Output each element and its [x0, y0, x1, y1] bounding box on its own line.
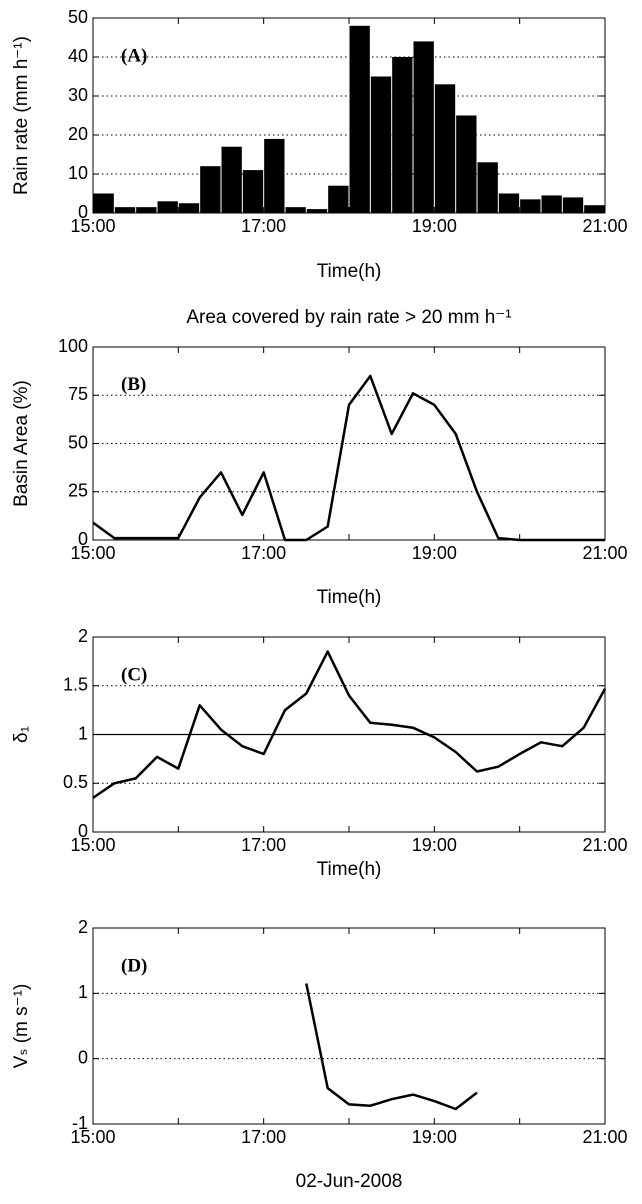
- bar: [157, 201, 178, 213]
- bar: [221, 146, 242, 213]
- x-tick-label: 15:00: [70, 216, 115, 236]
- bar: [541, 195, 562, 213]
- bar: [328, 185, 349, 213]
- panel-label: (B): [121, 374, 146, 395]
- x-tick-label: 19:00: [412, 835, 457, 855]
- y-tick-label: 10: [68, 163, 88, 183]
- bar: [392, 57, 413, 213]
- bar: [349, 25, 370, 213]
- plot-frame: [92, 346, 606, 541]
- y-tick-label: 0: [78, 202, 88, 222]
- bar: [520, 199, 541, 213]
- plot-frame: [92, 636, 606, 833]
- plot-frame: [92, 927, 606, 1125]
- data-line: [92, 650, 607, 799]
- y-tick-label: 1: [78, 723, 88, 743]
- x-axis-label: Time(h): [317, 261, 382, 282]
- y-tick-label: 1.5: [63, 675, 88, 695]
- x-tick-label: 15:00: [70, 835, 115, 855]
- bar: [498, 193, 520, 213]
- y-tick-label: -1: [72, 1113, 88, 1133]
- bar: [136, 207, 157, 213]
- y-tick-label: 50: [68, 7, 88, 27]
- x-tick-label: 15:00: [70, 1127, 115, 1147]
- y-tick-label: 40: [68, 46, 88, 66]
- y-tick-label: 1: [78, 982, 88, 1002]
- x-tick-label: 21:00: [582, 835, 627, 855]
- x-tick-label: 19:00: [412, 1127, 457, 1147]
- panel-title: Area covered by rain rate > 20 mm h⁻¹: [186, 307, 511, 328]
- data-line: [305, 983, 478, 1111]
- bar: [285, 207, 306, 213]
- x-tick-label: 15:00: [70, 543, 115, 563]
- panel-label: (A): [121, 45, 147, 66]
- y-tick-label: 0: [78, 821, 88, 841]
- data-line: [92, 374, 605, 542]
- bar: [178, 203, 200, 213]
- panel-label: (D): [121, 956, 147, 977]
- y-axis-label: Rain rate (mm h⁻¹): [11, 36, 32, 195]
- bar: [477, 162, 498, 213]
- x-tick-label: 19:00: [412, 216, 457, 236]
- x-tick-label: 19:00: [412, 543, 457, 563]
- x-axis-label: 02-Jun-2008: [296, 1171, 403, 1192]
- y-tick-label: 25: [68, 481, 88, 501]
- bar: [456, 115, 477, 213]
- bar: [434, 84, 456, 213]
- y-tick-label: 0: [78, 1047, 88, 1067]
- y-tick-label: 2: [78, 626, 88, 646]
- x-tick-label: 17:00: [241, 1127, 286, 1147]
- bar: [114, 207, 136, 213]
- x-tick-label: 17:00: [241, 216, 286, 236]
- bar: [584, 205, 605, 213]
- bar: [413, 41, 434, 214]
- bar: [306, 209, 328, 213]
- x-tick-label: 17:00: [241, 835, 286, 855]
- y-axis-label: Vₛ (m s⁻¹): [11, 984, 32, 1069]
- y-axis-label: δ₁: [11, 726, 32, 743]
- y-axis-label: Basin Area (%): [11, 380, 32, 507]
- y-tick-label: 75: [68, 384, 88, 404]
- y-tick-label: 0: [78, 529, 88, 549]
- x-tick-label: 21:00: [582, 543, 627, 563]
- bar: [370, 76, 392, 213]
- plot-frame: [92, 17, 606, 214]
- bar: [200, 166, 221, 213]
- y-tick-label: 100: [58, 336, 88, 356]
- bar: [264, 138, 285, 213]
- y-tick-label: 50: [68, 432, 88, 452]
- y-tick-label: 0.5: [63, 772, 88, 792]
- bar: [242, 170, 264, 213]
- x-axis-label: Time(h): [317, 587, 382, 608]
- y-tick-label: 30: [68, 85, 88, 105]
- x-tick-label: 21:00: [582, 1127, 627, 1147]
- y-tick-label: 20: [68, 124, 88, 144]
- bar: [562, 197, 584, 213]
- panel-label: (C): [121, 664, 147, 685]
- x-tick-label: 21:00: [582, 216, 627, 236]
- bar: [93, 193, 114, 213]
- x-tick-label: 17:00: [241, 543, 286, 563]
- y-tick-label: 2: [78, 917, 88, 937]
- x-axis-label: Time(h): [317, 859, 382, 880]
